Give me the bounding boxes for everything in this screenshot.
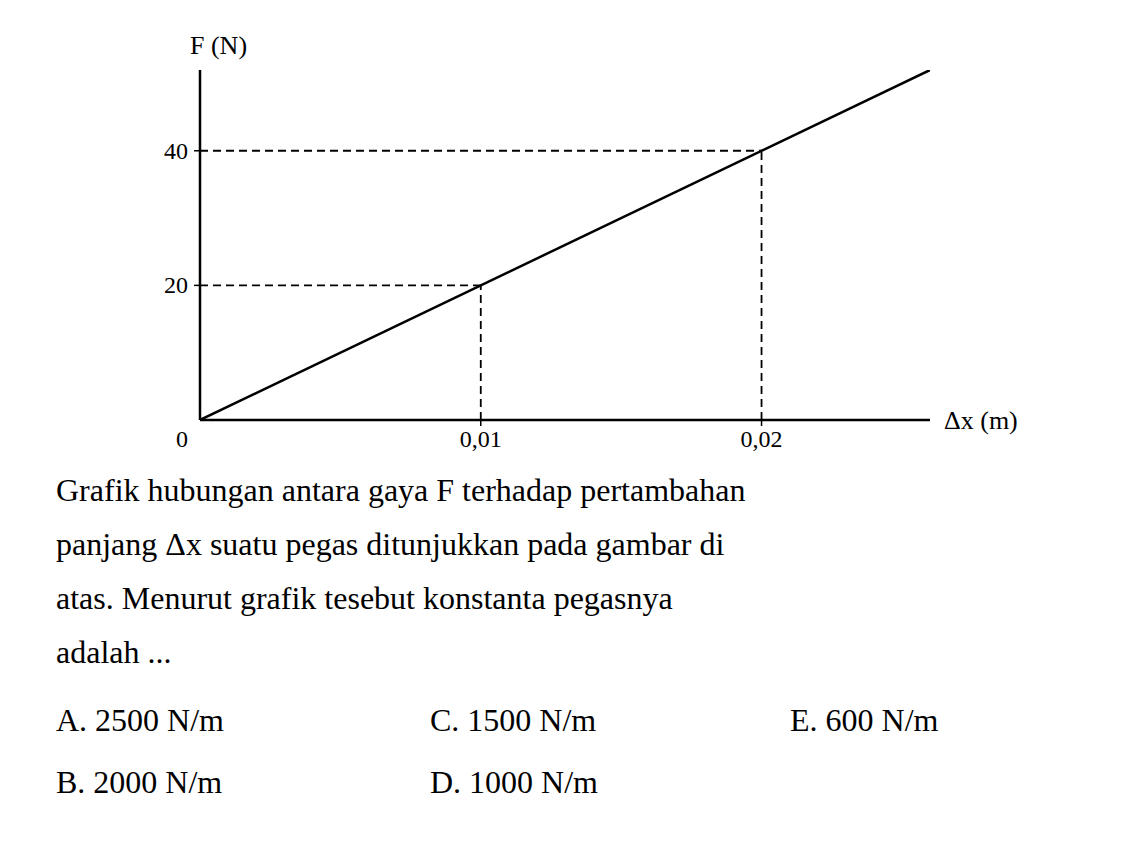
x-axis — [200, 419, 930, 422]
origin-label: 0 — [176, 426, 188, 452]
y-tick-label: 20 — [164, 272, 188, 298]
x-axis-label: Δx (m) — [944, 406, 1018, 435]
y-tick-label: 40 — [164, 138, 188, 164]
reference-line-horizontal — [200, 150, 762, 152]
y-axis — [199, 70, 202, 420]
question-line: panjang Δx suatu pegas ditunjukkan pada … — [56, 526, 725, 562]
y-axis-label: F (N) — [190, 31, 247, 60]
y-tick — [194, 285, 200, 287]
reference-line-vertical — [480, 285, 482, 420]
background — [0, 0, 1130, 868]
question-line: atas. Menurut grafik tesebut konstanta p… — [56, 580, 673, 616]
answer-option: C. 1500 N/m — [430, 702, 596, 738]
question-line: Grafik hubungan antara gaya F terhadap p… — [56, 472, 745, 508]
y-tick — [194, 150, 200, 152]
answer-option: A. 2500 N/m — [56, 702, 224, 738]
answer-option: D. 1000 N/m — [430, 764, 598, 800]
chart: 0,01 0,02 20 40 0 F (N) Δx (m) Grafik hubungan … — [0, 0, 1130, 868]
x-tick-label: 0,01 — [460, 426, 502, 452]
answer-option: B. 2000 N/m — [56, 764, 222, 800]
reference-line-vertical — [761, 151, 763, 420]
question-line: adalah ... — [56, 634, 172, 670]
x-tick-label: 0,02 — [741, 426, 783, 452]
reference-line-horizontal — [200, 284, 481, 286]
data-line — [200, 70, 930, 420]
plot-marks — [200, 70, 930, 420]
answer-option: E. 600 N/m — [790, 702, 939, 738]
